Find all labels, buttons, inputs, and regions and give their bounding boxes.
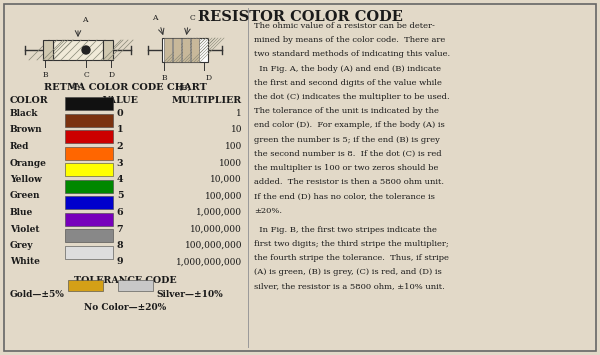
Text: 8: 8 — [116, 241, 124, 250]
Bar — [68, 280, 103, 291]
Text: RESISTOR COLOR CODE: RESISTOR COLOR CODE — [197, 10, 403, 24]
Bar — [65, 163, 113, 176]
Bar — [53, 40, 103, 60]
Text: B: B — [162, 74, 167, 82]
Text: first two digits; the third stripe the multiplier;: first two digits; the third stripe the m… — [254, 240, 449, 248]
Bar — [65, 114, 113, 126]
Text: (B): (B) — [179, 84, 191, 92]
Text: 10: 10 — [230, 126, 242, 135]
Text: RETMA COLOR CODE CHART: RETMA COLOR CODE CHART — [44, 83, 206, 92]
Text: Grey: Grey — [10, 241, 34, 250]
Text: 1: 1 — [236, 109, 242, 118]
Text: C: C — [190, 14, 196, 22]
Text: Orange: Orange — [10, 158, 47, 168]
Text: D: D — [206, 74, 212, 82]
Text: 2: 2 — [116, 142, 124, 151]
Text: A: A — [82, 16, 88, 24]
Bar — [162, 38, 208, 62]
Text: A: A — [152, 14, 158, 22]
Bar — [118, 280, 153, 291]
Text: TOLERANCE CODE: TOLERANCE CODE — [74, 276, 176, 285]
Bar — [65, 229, 113, 242]
Text: Yellow: Yellow — [10, 175, 42, 184]
Bar — [65, 246, 113, 258]
Bar — [65, 147, 113, 159]
Text: 100: 100 — [225, 142, 242, 151]
Bar — [65, 180, 113, 192]
Text: The tolerance of the unit is indicated by the: The tolerance of the unit is indicated b… — [254, 107, 439, 115]
Text: VALUE: VALUE — [102, 96, 138, 105]
Text: Violet: Violet — [10, 224, 40, 234]
Text: green the number is 5; if the end (B) is grey: green the number is 5; if the end (B) is… — [254, 136, 440, 144]
Text: Brown: Brown — [10, 126, 43, 135]
Text: 100,000,000: 100,000,000 — [185, 241, 242, 250]
Text: 5: 5 — [117, 191, 123, 201]
Text: MULTIPLIER: MULTIPLIER — [172, 96, 242, 105]
Text: No Color—±20%: No Color—±20% — [84, 303, 166, 312]
Text: 0: 0 — [116, 109, 124, 118]
Text: 4: 4 — [116, 175, 124, 184]
Text: In Fig. A, the body (A) and end (B) indicate: In Fig. A, the body (A) and end (B) indi… — [254, 65, 441, 73]
Bar — [65, 130, 113, 143]
Bar — [164, 38, 172, 62]
Text: the dot (C) indicates the multiplier to be used.: the dot (C) indicates the multiplier to … — [254, 93, 449, 101]
Text: 10,000: 10,000 — [211, 175, 242, 184]
Text: Black: Black — [10, 109, 38, 118]
Bar — [182, 38, 190, 62]
Text: White: White — [10, 257, 40, 267]
Text: mined by means of the color code.  There are: mined by means of the color code. There … — [254, 36, 445, 44]
Text: end color (D).  For example, if the body (A) is: end color (D). For example, if the body … — [254, 121, 445, 130]
Bar — [65, 97, 113, 110]
Bar — [173, 38, 181, 62]
Text: The ohmic value of a resistor can be deter-: The ohmic value of a resistor can be det… — [254, 22, 435, 30]
Text: 1: 1 — [116, 126, 124, 135]
Text: Green: Green — [10, 191, 41, 201]
Text: added.  The resistor is then a 5800 ohm unit.: added. The resistor is then a 5800 ohm u… — [254, 178, 444, 186]
Text: (A) is green, (B) is grey, (C) is red, and (D) is: (A) is green, (B) is grey, (C) is red, a… — [254, 268, 442, 277]
Text: Gold—±5%: Gold—±5% — [10, 290, 65, 299]
Text: D: D — [109, 71, 115, 79]
Bar — [103, 40, 113, 60]
Circle shape — [82, 46, 90, 54]
Text: COLOR: COLOR — [10, 96, 49, 105]
Text: 100,000: 100,000 — [205, 191, 242, 201]
Text: 7: 7 — [116, 224, 124, 234]
Text: 3: 3 — [116, 158, 124, 168]
Text: 9: 9 — [117, 257, 123, 267]
Text: 6: 6 — [116, 208, 124, 217]
Bar — [65, 213, 113, 225]
Text: the fourth stripe the tolerance.  Thus, if stripe: the fourth stripe the tolerance. Thus, i… — [254, 254, 449, 262]
Text: (A): (A) — [72, 82, 84, 90]
Text: silver, the resistor is a 5800 ohm, ±10% unit.: silver, the resistor is a 5800 ohm, ±10%… — [254, 283, 445, 291]
Text: 1,000,000: 1,000,000 — [196, 208, 242, 217]
Text: Red: Red — [10, 142, 29, 151]
Bar — [65, 196, 113, 209]
Bar — [191, 38, 199, 62]
Text: 1,000,000,000: 1,000,000,000 — [176, 257, 242, 267]
Text: the second number is 8.  If the dot (C) is red: the second number is 8. If the dot (C) i… — [254, 150, 442, 158]
Text: B: B — [43, 71, 49, 79]
Text: Blue: Blue — [10, 208, 33, 217]
Bar — [43, 40, 53, 60]
Text: 1000: 1000 — [219, 158, 242, 168]
Text: C: C — [84, 71, 90, 79]
Text: ±20%.: ±20%. — [254, 207, 282, 215]
Text: the first and second digits of the value while: the first and second digits of the value… — [254, 79, 442, 87]
Text: If the end (D) has no color, the tolerance is: If the end (D) has no color, the toleran… — [254, 192, 435, 201]
Text: In Fig. B, the first two stripes indicate the: In Fig. B, the first two stripes indicat… — [254, 226, 437, 234]
Text: the multiplier is 100 or two zeros should be: the multiplier is 100 or two zeros shoul… — [254, 164, 439, 172]
Text: two standard methods of indicating this value.: two standard methods of indicating this … — [254, 50, 450, 59]
Text: Silver—±10%: Silver—±10% — [156, 290, 223, 299]
Text: 10,000,000: 10,000,000 — [190, 224, 242, 234]
